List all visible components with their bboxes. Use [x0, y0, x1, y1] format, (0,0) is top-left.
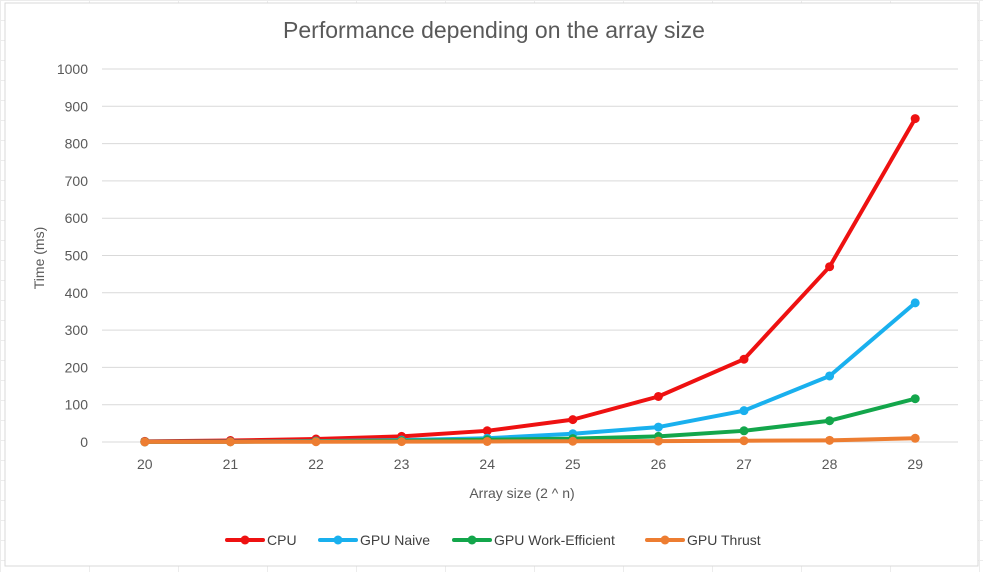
- data-point[interactable]: [397, 437, 407, 447]
- data-point[interactable]: [825, 262, 835, 272]
- y-tick-label: 0: [80, 434, 88, 450]
- legend-marker: [467, 535, 477, 545]
- data-point[interactable]: [140, 437, 150, 447]
- y-axis-title: Time (ms): [31, 227, 47, 289]
- data-point[interactable]: [739, 426, 749, 436]
- data-point[interactable]: [739, 406, 749, 416]
- y-tick-label: 100: [65, 397, 89, 413]
- data-point[interactable]: [739, 354, 749, 364]
- data-point[interactable]: [568, 436, 578, 446]
- data-point[interactable]: [653, 436, 663, 446]
- x-tick-label: 22: [308, 456, 324, 472]
- y-axis-tick-labels: 0 100 200 300 400 500 600 700 800 900 1000: [57, 61, 88, 450]
- legend-label: GPU Thrust: [687, 532, 761, 548]
- chart-title: Performance depending on the array size: [283, 17, 705, 43]
- data-point[interactable]: [910, 433, 920, 443]
- x-tick-label: 24: [479, 456, 495, 472]
- y-tick-label: 900: [65, 98, 89, 114]
- data-point[interactable]: [568, 415, 578, 425]
- x-tick-label: 25: [565, 456, 581, 472]
- data-point[interactable]: [910, 394, 920, 404]
- data-point[interactable]: [482, 426, 492, 436]
- y-tick-label: 500: [65, 248, 89, 264]
- y-tick-label: 400: [65, 285, 89, 301]
- x-tick-label: 29: [907, 456, 923, 472]
- data-point[interactable]: [910, 114, 920, 124]
- x-axis-title: Array size (2 ^ n): [469, 485, 574, 501]
- data-point[interactable]: [482, 436, 492, 446]
- data-point[interactable]: [825, 435, 835, 445]
- chart-area[interactable]: [4, 2, 979, 567]
- data-point[interactable]: [311, 437, 321, 447]
- data-point[interactable]: [825, 371, 835, 381]
- legend-item[interactable]: CPU: [225, 532, 297, 548]
- legend-label: CPU: [267, 532, 297, 548]
- x-tick-label: 26: [651, 456, 667, 472]
- data-point[interactable]: [910, 298, 920, 308]
- y-tick-label: 200: [65, 359, 89, 375]
- legend-marker: [660, 535, 670, 545]
- data-point[interactable]: [653, 422, 663, 432]
- x-tick-label: 23: [394, 456, 410, 472]
- y-tick-label: 700: [65, 173, 89, 189]
- x-tick-label: 27: [736, 456, 752, 472]
- legend-label: GPU Work-Efficient: [494, 532, 615, 548]
- x-axis-tick-labels: 20 21 22 23 24 25 26 27 28 29: [137, 456, 923, 472]
- x-tick-label: 28: [822, 456, 838, 472]
- legend-marker: [333, 535, 343, 545]
- x-tick-label: 20: [137, 456, 153, 472]
- plot-series: [140, 114, 920, 447]
- data-point[interactable]: [825, 416, 835, 426]
- y-tick-label: 800: [65, 136, 89, 152]
- y-tick-label: 1000: [57, 61, 88, 77]
- legend-item[interactable]: GPU Naive: [318, 532, 430, 548]
- series-line[interactable]: [142, 436, 918, 444]
- x-tick-label: 21: [223, 456, 239, 472]
- legend-item[interactable]: GPU Work-Efficient: [452, 532, 615, 548]
- y-tick-label: 600: [65, 210, 89, 226]
- legend: CPU GPU Naive GPU Work-Efficient GPU Thrust: [225, 532, 761, 548]
- legend-item[interactable]: GPU Thrust: [645, 532, 761, 548]
- data-point[interactable]: [225, 437, 235, 447]
- legend-label: GPU Naive: [360, 532, 430, 548]
- series-gpu-thrust[interactable]: [140, 433, 920, 447]
- legend-marker: [240, 535, 250, 545]
- data-point[interactable]: [739, 436, 749, 446]
- y-tick-label: 300: [65, 322, 89, 338]
- data-point[interactable]: [653, 391, 663, 401]
